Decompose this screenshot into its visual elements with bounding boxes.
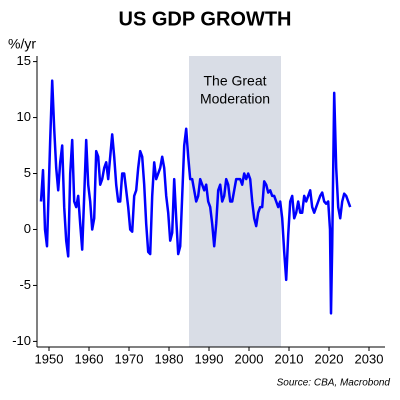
series-line (39, 79, 352, 315)
x-tick-label: 2030 (355, 351, 384, 366)
x-tick-label: 1960 (75, 351, 104, 366)
y-tick-label: -5 (19, 277, 31, 292)
y-tick-label: 0 (24, 221, 31, 236)
annotation: Moderation (200, 91, 270, 107)
x-tick-label: 2010 (275, 351, 304, 366)
source: Source: CBA, Macrobond (277, 378, 391, 389)
y-tick-label: 5 (24, 165, 31, 180)
shaded-region (189, 56, 281, 347)
x-tick-label: 1950 (35, 351, 64, 366)
x-tick-label: 2020 (315, 351, 344, 366)
chart-title: US GDP GROWTH (119, 8, 292, 30)
y-tick-label: 15 (17, 53, 31, 68)
y-tick-label: 10 (17, 109, 31, 124)
x-tick-label: 2000 (235, 351, 264, 366)
x-tick-label: 1980 (155, 351, 184, 366)
x-tick-label: 1990 (195, 351, 224, 366)
x-tick-label: 1970 (115, 351, 144, 366)
y-tick-label: -10 (12, 333, 31, 348)
y-axis-label: %/yr (8, 36, 36, 52)
annotation: The Great (203, 73, 266, 89)
